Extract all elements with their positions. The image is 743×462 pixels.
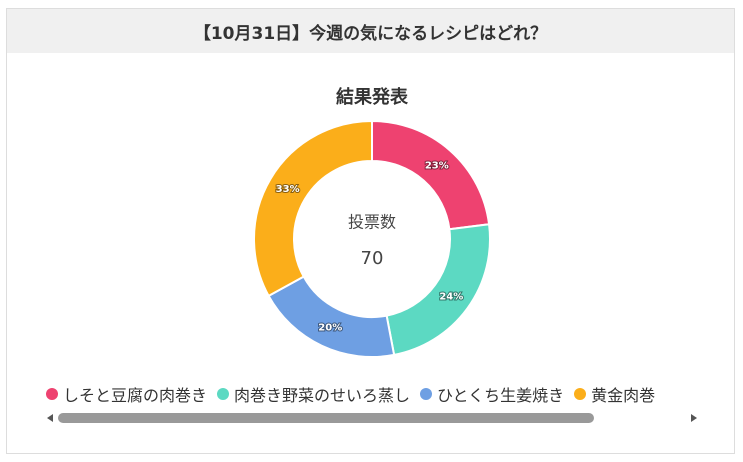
legend-swatch: [420, 388, 433, 400]
legend-label: しそと豆腐の肉巻き: [63, 386, 208, 405]
card: 【10月31日】今週の気になるレシピはどれ？: [6, 8, 735, 454]
legend-label: 黄金肉巻: [591, 386, 656, 405]
slice: [267, 275, 396, 358]
legend: しそと豆腐の肉巻き 肉巻き野菜のせいろ蒸し ひとくち生姜焼き 黄金肉巻: [46, 382, 696, 408]
legend-item[interactable]: 黄金肉巻: [574, 382, 655, 406]
legend-item[interactable]: しそと豆腐の肉巻き: [46, 382, 207, 406]
scroll-left[interactable]: [47, 414, 53, 422]
value-label: 33%: [276, 184, 300, 195]
center-value: 70: [361, 248, 384, 269]
legend-label: 肉巻き野菜のせいろ蒸し: [234, 386, 411, 405]
legend-swatch: [574, 388, 587, 400]
chart-title: 結果発表: [336, 86, 409, 108]
legend-item[interactable]: 肉巻き野菜のせいろ蒸し: [217, 382, 410, 406]
center-label: 投票数: [348, 213, 396, 232]
legend-swatch: [46, 388, 58, 400]
slice: [253, 119, 373, 298]
legend-item[interactable]: ひとくち生姜焼き: [420, 382, 564, 406]
legend-label: ひとくち生姜焼き: [437, 386, 565, 405]
value-label: 20%: [318, 323, 342, 334]
value-label: 23%: [425, 160, 449, 171]
legend-swatch: [217, 388, 230, 400]
value-label: 24%: [439, 292, 463, 303]
scroll-thumb[interactable]: [58, 413, 594, 423]
scroll-right[interactable]: [691, 414, 697, 422]
header-title: 【10月31日】今週の気になるレシピはどれ？: [7, 9, 734, 53]
slice: [385, 223, 491, 357]
